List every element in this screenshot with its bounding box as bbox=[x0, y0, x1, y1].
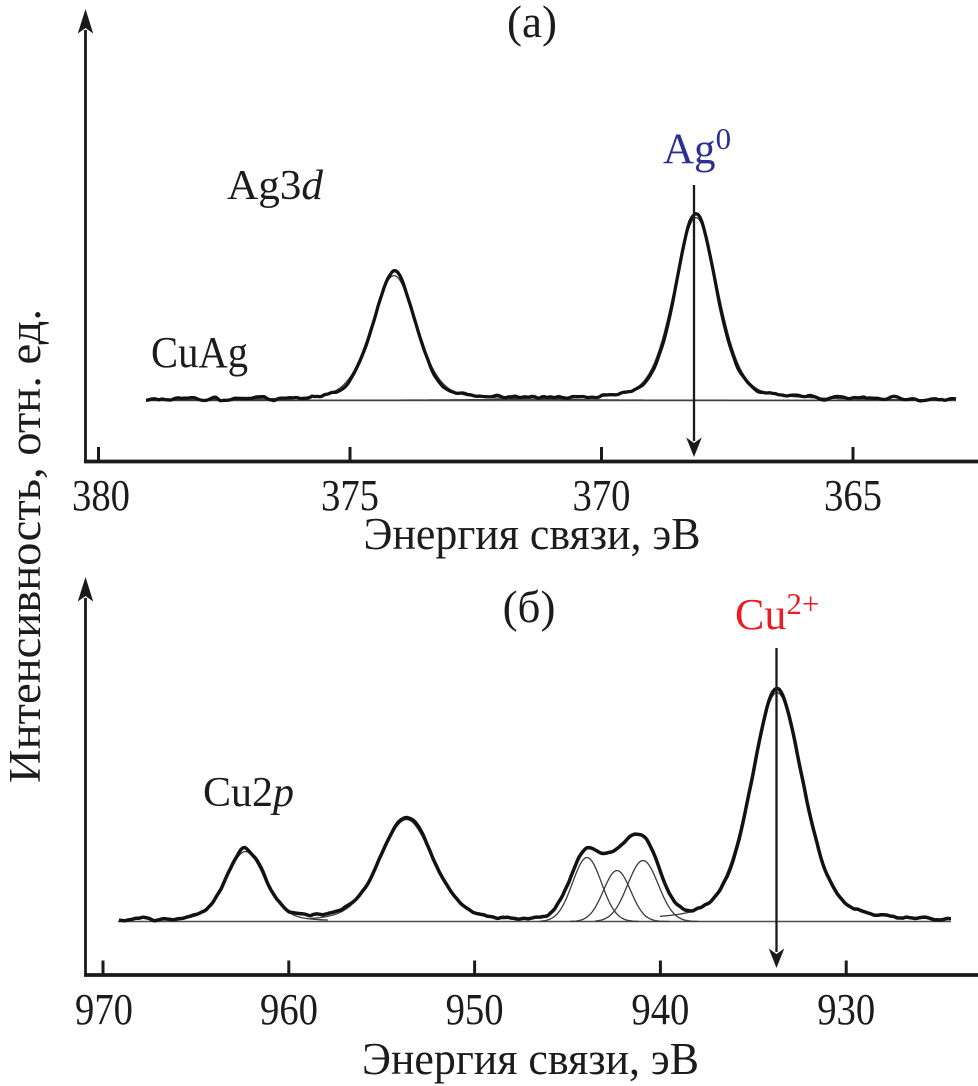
svg-text:Cu2p: Cu2p bbox=[203, 770, 294, 816]
svg-text:(б): (б) bbox=[503, 582, 556, 632]
svg-text:950: 950 bbox=[446, 985, 504, 1034]
svg-text:(a): (a) bbox=[507, 0, 557, 47]
svg-text:375: 375 bbox=[321, 471, 379, 520]
svg-text:Энергия связи, эВ: Энергия связи, эВ bbox=[362, 1034, 699, 1084]
svg-text:930: 930 bbox=[817, 985, 875, 1034]
svg-text:970: 970 bbox=[75, 985, 133, 1034]
svg-text:370: 370 bbox=[573, 471, 631, 520]
svg-text:CuAg: CuAg bbox=[151, 328, 248, 377]
svg-text:365: 365 bbox=[824, 471, 882, 520]
svg-text:940: 940 bbox=[631, 985, 689, 1034]
svg-text:Энергия связи, эВ: Энергия связи, эВ bbox=[364, 509, 701, 559]
svg-text:380: 380 bbox=[72, 471, 130, 520]
svg-text:Ag3d: Ag3d bbox=[227, 163, 324, 209]
svg-text:Интенсивность, отн. ед.: Интенсивность, отн. ед. bbox=[0, 309, 50, 783]
svg-text:960: 960 bbox=[260, 985, 318, 1034]
